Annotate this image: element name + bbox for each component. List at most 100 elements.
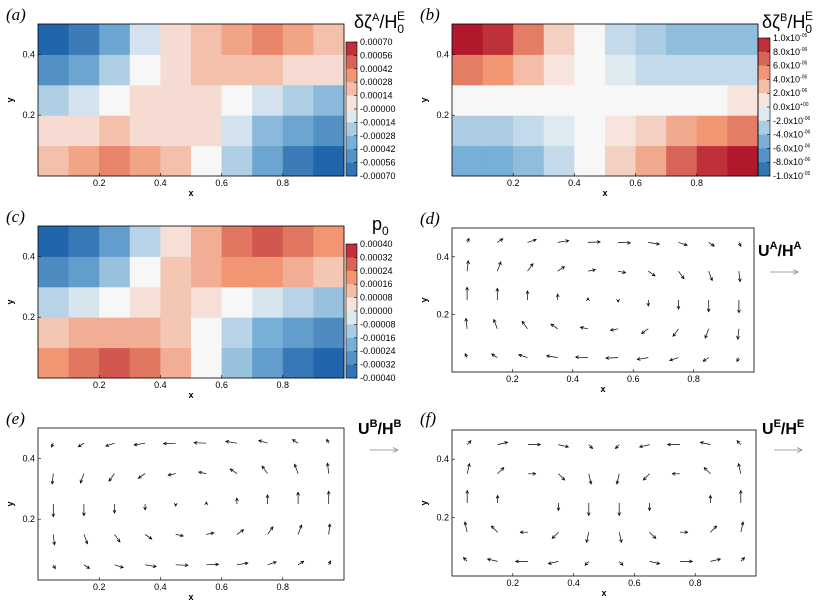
contour-cell [38,226,70,257]
vector-arrow [297,560,305,566]
colorbar-label-text: -0.00042 [360,144,396,154]
contour-cell [191,24,223,55]
contour-cell [191,145,223,177]
vector-arrow [466,237,470,243]
colorbar-label: -4.0x10-06 [773,130,810,140]
colorbar-label: -0.00056 [360,158,396,168]
colorbar-band [346,270,357,285]
x-tick-label: 0.8 [277,380,290,390]
colorbar-band [346,162,357,177]
contour-cell [221,115,253,147]
colorbar-label-text: 0.00014 [360,91,393,101]
vector-arrow [528,442,542,447]
vector-arrow [737,242,742,247]
contour-cell [160,317,192,349]
colorbar-band [346,284,357,298]
vector-arrow [51,443,55,448]
vector-arrow [229,468,238,474]
vector-arrow [614,444,620,450]
title-part: /H [379,12,397,32]
contour-cell [252,256,284,288]
colorbar-label: -0.00016 [360,333,396,343]
vector-arrow [175,533,185,538]
colorbar-label-exp: -06 [803,130,810,136]
contour-cell [38,145,70,177]
contour-cell [99,286,131,318]
colorbar-label-text: 0.00028 [360,77,393,87]
vector-arrow [50,473,55,485]
vector-arrow [493,318,498,329]
vector-arrow [167,472,176,477]
reference-arrow [770,269,799,275]
contour-cell [38,317,70,349]
contour-cell [191,286,223,318]
vector-arrow [672,328,679,337]
vector-arrow [206,531,215,536]
vector-arrow [466,462,471,474]
contour-cell [160,347,192,379]
contour-cell [252,84,284,116]
vector-arrow [618,561,624,566]
contour-cell [574,54,606,86]
colorbar-label-text: -1.0x10 [773,171,803,181]
colorbar-band [346,257,357,272]
y-tick-label: 0.4 [22,49,35,59]
x-axis-label: x [601,588,606,598]
contour-cell [727,24,759,55]
vector-arrow [550,323,558,330]
contour-cell [129,115,161,147]
vector-arrow [143,504,147,511]
vector-arrow [267,561,277,566]
contour-cell [696,84,728,116]
vector-arrow [579,326,588,330]
contour-cell [666,54,698,86]
contour-cell [313,115,345,147]
vector-arrow [646,300,651,307]
contour-cell [129,226,161,257]
vector-arrow [666,442,680,447]
x-tick-label: 0.6 [215,380,228,390]
plot-frame [451,23,759,177]
colorbar-band [346,82,357,96]
colorbar-label: -0.00040 [360,373,396,383]
title-part: 0 [805,22,812,36]
colorbar-label-text: -0.00032 [360,360,396,370]
plot-frame [37,23,345,177]
contour-cell [160,226,192,257]
contour-cell [252,347,284,379]
title-part: B [780,12,787,24]
vector-arrow [647,503,652,512]
contour-cell [313,286,345,318]
vector-arrow [649,561,661,565]
x-tick-label: 0.6 [215,582,228,592]
x-tick-label: 0.2 [93,582,106,592]
contour-cell [282,84,314,116]
colorbar-label-exp: -06 [803,116,810,122]
vector-arrow [497,238,504,243]
colorbar-label-text: 0.00056 [360,50,393,60]
contour-cell [221,286,253,318]
contour-cell [313,256,345,288]
title-part: E [805,9,813,23]
colorbar-label: 0.00014 [360,91,393,101]
contour-cell [452,24,484,55]
panel-title: δζA/H0E [354,9,405,36]
x-tick-label: 0.2 [93,178,106,188]
vector-arrow [678,270,685,280]
colorbar-label: 1.0x10-05 [773,33,807,43]
colorbar-label: 0.00000 [360,306,393,316]
contour-cell [452,145,484,177]
vector-arrow [144,534,153,540]
vector-arrow [740,556,746,562]
contour-cell [129,347,161,379]
y-axis-label: y [5,97,15,102]
contour-cell [99,54,131,86]
contour-cell [635,84,667,116]
y-tick-label: 0.2 [22,312,35,322]
vector-arrow [519,530,528,535]
colorbar-band [758,51,770,66]
vector-arrow [497,467,505,475]
vector-arrow [463,521,468,533]
x-tick-label: 0.4 [154,582,167,592]
title-part: /H [378,421,394,438]
